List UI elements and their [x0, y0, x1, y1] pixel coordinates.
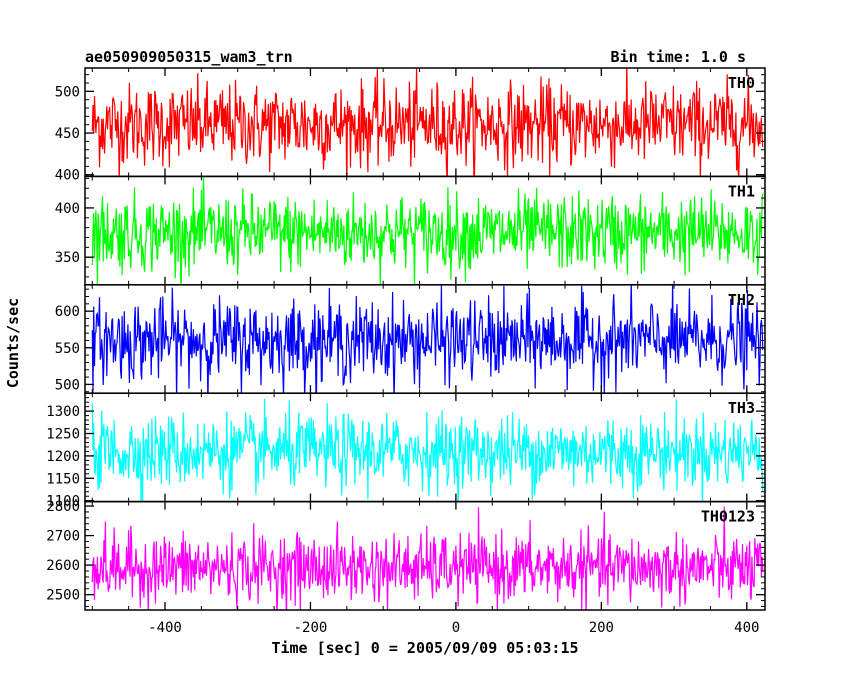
panel-th1: 350 400 TH1 [55, 175, 766, 286]
series-line-th1 [91, 176, 764, 285]
y-tick-label: 1150 [46, 471, 80, 487]
x-tick-label: -400 [148, 620, 182, 636]
x-tick-label: -200 [294, 620, 328, 636]
y-tick-label: 500 [55, 377, 80, 393]
chart-title-right: Bin time: 1.0 s [611, 48, 746, 66]
y-tick-label: 2500 [46, 588, 80, 604]
panel-th3: 1100 1150 1200 1250 1300 TH3 [46, 392, 766, 510]
panel-frame [84, 500, 766, 611]
series-line-th0123 [91, 506, 764, 611]
panels-group: 400 450 500 TH0 350 400 TH1 500 550 600 TH2 1100 115… [46, 67, 766, 611]
panel-label-th0: TH0 [728, 74, 755, 92]
x-tick-label: 200 [589, 620, 614, 636]
panel-th2: 500 550 600 TH2 [55, 284, 766, 394]
y-axis-label: Counts/sec [4, 298, 22, 388]
series-line-th2 [91, 284, 764, 394]
panel-label-th1: TH1 [728, 182, 755, 200]
x-tick-label: 400 [734, 620, 759, 636]
y-tick-label: 350 [55, 250, 80, 266]
y-tick-label: 1100 [46, 494, 80, 510]
panel-th0123: 2500 2600 2700 2800 TH0123 [46, 499, 766, 611]
y-tick-label: 500 [55, 84, 80, 100]
panel-label-th3: TH3 [728, 399, 755, 417]
chart-title-left: ae050909050315_wam3_trn [85, 48, 293, 66]
y-tick-label: 400 [55, 168, 80, 184]
series-line-th0 [91, 68, 764, 177]
y-tick-label: 1300 [46, 404, 80, 420]
y-tick-label: 550 [55, 341, 80, 357]
x-axis: -400 -200 0 200 400 [148, 620, 759, 636]
y-tick-label: 2600 [46, 558, 80, 574]
x-tick-label: 0 [452, 620, 460, 636]
y-tick-label: 2700 [46, 529, 80, 545]
y-tick-label: 1250 [46, 427, 80, 443]
x-axis-label: Time [sec] 0 = 2005/09/09 05:03:15 [271, 639, 578, 657]
y-tick-label: 450 [55, 126, 80, 142]
y-tick-label: 600 [55, 304, 80, 320]
y-tick-label: 1200 [46, 449, 80, 465]
panel-label-th2: TH2 [728, 291, 755, 309]
series-line-th3 [91, 398, 764, 502]
panel-th0: 400 450 500 TH0 [55, 67, 766, 184]
panel-label-th0123: TH0123 [701, 508, 755, 526]
y-tick-label: 400 [55, 201, 80, 217]
y-tick-label: 2800 [46, 499, 80, 515]
